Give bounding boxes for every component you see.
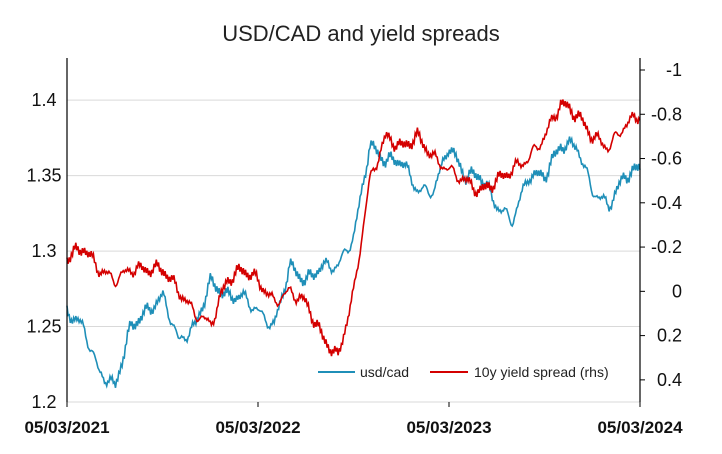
chart-title: USD/CAD and yield spreads [222, 21, 500, 46]
x-tick-label: 05/03/2024 [597, 418, 683, 437]
right-tick-label: 0.4 [657, 370, 682, 390]
x-axis-ticks: 05/03/2021 05/03/2022 05/03/2023 05/03/2024 [24, 402, 683, 437]
left-tick-label: 1.2 [31, 392, 56, 412]
left-axis-ticks: 1.2 1.25 1.3 1.35 1.4 [26, 90, 61, 412]
gridlines [67, 99, 640, 403]
legend-label-spread: 10y yield spread (rhs) [474, 364, 609, 380]
legend-label-usdcad: usd/cad [360, 364, 409, 380]
left-tick-label: 1.4 [31, 90, 56, 110]
left-tick-label: 1.25 [26, 317, 61, 337]
yield-spread-series-line [66, 99, 641, 357]
usdcad-series-line [66, 135, 641, 389]
right-tick-label: -1 [666, 60, 682, 80]
x-tick-label: 05/03/2021 [24, 418, 109, 437]
left-tick-label: 1.3 [31, 241, 56, 261]
axes [66, 58, 641, 402]
right-axis-ticks: -1 -0.8 -0.6 -0.4 -0.2 0 0.2 0.4 [640, 60, 682, 390]
series-lines [66, 99, 641, 389]
right-tick-label: -0.6 [651, 149, 682, 169]
right-tick-label: 0 [672, 281, 682, 301]
left-tick-label: 1.35 [26, 166, 61, 186]
legend: usd/cad 10y yield spread (rhs) [318, 364, 609, 380]
right-tick-label: -0.4 [651, 193, 682, 213]
x-tick-label: 05/03/2022 [215, 418, 300, 437]
right-tick-label: 0.2 [657, 326, 682, 346]
right-tick-label: -0.8 [651, 104, 682, 124]
right-tick-label: -0.2 [651, 237, 682, 257]
x-tick-label: 05/03/2023 [406, 418, 491, 437]
